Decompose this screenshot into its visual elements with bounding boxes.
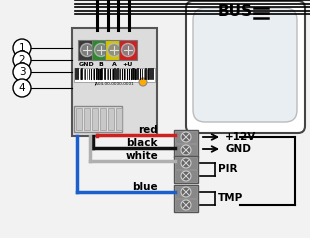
Text: GND: GND <box>79 61 95 66</box>
FancyBboxPatch shape <box>119 40 137 60</box>
FancyBboxPatch shape <box>76 108 82 130</box>
Text: 3: 3 <box>19 67 25 77</box>
FancyBboxPatch shape <box>116 108 122 130</box>
Text: B: B <box>99 61 104 66</box>
Circle shape <box>181 187 191 197</box>
FancyBboxPatch shape <box>74 68 155 82</box>
Circle shape <box>181 132 191 142</box>
FancyBboxPatch shape <box>84 108 90 130</box>
Circle shape <box>181 171 191 181</box>
FancyBboxPatch shape <box>108 108 114 130</box>
Circle shape <box>13 79 31 97</box>
FancyBboxPatch shape <box>175 157 197 169</box>
Circle shape <box>108 44 121 56</box>
Text: 4: 4 <box>19 83 25 93</box>
FancyBboxPatch shape <box>72 28 157 136</box>
Circle shape <box>181 158 191 168</box>
FancyBboxPatch shape <box>175 170 197 182</box>
Text: PIR: PIR <box>218 164 237 174</box>
Text: GND: GND <box>225 144 251 154</box>
FancyBboxPatch shape <box>174 185 198 212</box>
Circle shape <box>181 200 191 210</box>
FancyBboxPatch shape <box>193 8 297 122</box>
FancyBboxPatch shape <box>174 156 198 183</box>
FancyBboxPatch shape <box>78 40 96 60</box>
Circle shape <box>13 63 31 81</box>
Text: JA04-00-0000-0001: JA04-00-0000-0001 <box>95 82 134 86</box>
FancyBboxPatch shape <box>92 40 110 60</box>
Text: +12V: +12V <box>225 132 256 142</box>
Text: A: A <box>112 61 117 66</box>
FancyBboxPatch shape <box>175 131 197 143</box>
Circle shape <box>13 39 31 57</box>
Circle shape <box>181 145 191 155</box>
Text: BUS: BUS <box>218 5 253 20</box>
Text: white: white <box>125 151 158 161</box>
FancyBboxPatch shape <box>74 106 122 132</box>
Text: blue: blue <box>132 182 158 192</box>
FancyBboxPatch shape <box>92 108 98 130</box>
Text: 2: 2 <box>19 55 25 65</box>
Text: red: red <box>138 125 158 135</box>
Text: TMP: TMP <box>218 193 243 203</box>
Circle shape <box>13 51 31 69</box>
FancyBboxPatch shape <box>100 108 106 130</box>
FancyBboxPatch shape <box>174 130 198 157</box>
Circle shape <box>95 44 108 56</box>
FancyBboxPatch shape <box>175 199 197 211</box>
FancyBboxPatch shape <box>175 144 197 156</box>
Circle shape <box>81 44 94 56</box>
FancyBboxPatch shape <box>175 186 197 198</box>
FancyBboxPatch shape <box>186 1 305 133</box>
Text: +U: +U <box>123 61 133 66</box>
Text: black: black <box>126 138 158 148</box>
Circle shape <box>139 78 147 86</box>
FancyBboxPatch shape <box>105 40 123 60</box>
Circle shape <box>122 44 135 56</box>
Text: 1: 1 <box>19 43 25 53</box>
